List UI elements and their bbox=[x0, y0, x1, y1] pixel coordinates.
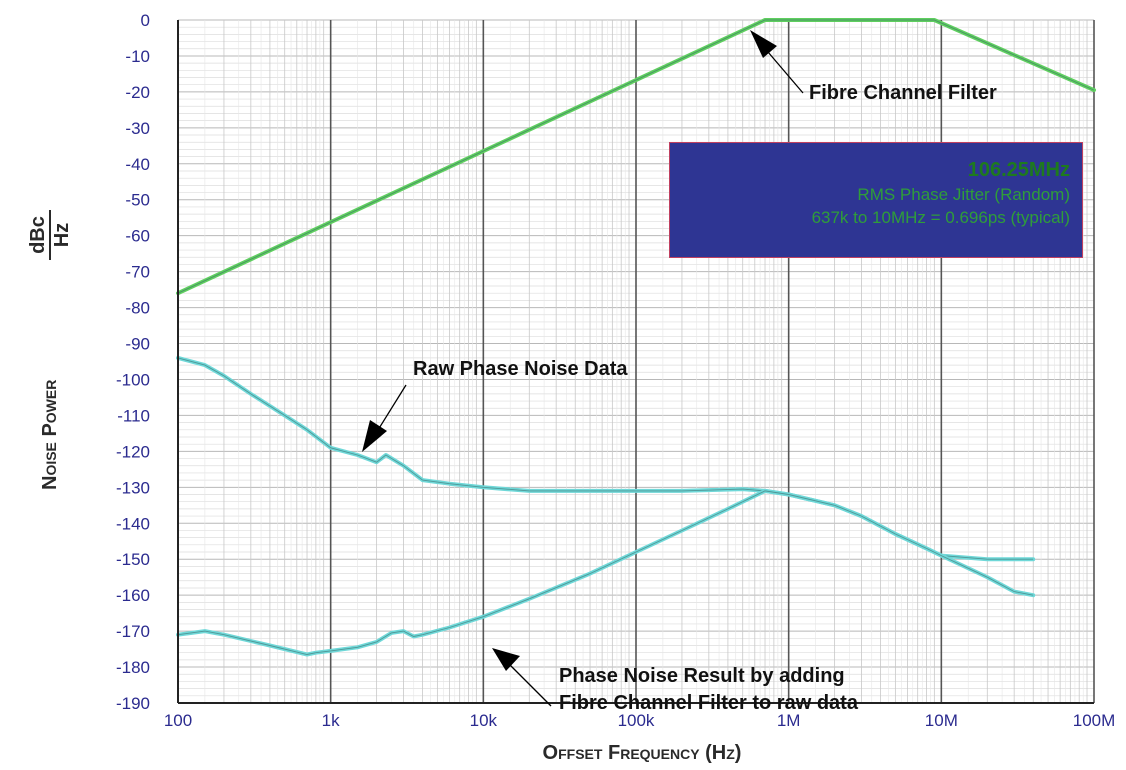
result-arrow-head bbox=[492, 648, 520, 671]
y-tick-label: -90 bbox=[125, 335, 150, 354]
fibre-filter-arrow-head bbox=[750, 30, 777, 58]
annotation-raw-noise: Raw Phase Noise Data bbox=[362, 358, 628, 452]
y-tick-label: -170 bbox=[116, 622, 150, 641]
y-tick-label: -80 bbox=[125, 299, 150, 318]
y-axis-title: Noise Power dBc Hz bbox=[27, 210, 73, 490]
y-axis-unit-denominator: Hz bbox=[51, 223, 73, 247]
x-axis-title: Offset Frequency (Hz) bbox=[543, 742, 742, 764]
info-jitter-value: 637k to 10MHz = 0.696ps (typical) bbox=[811, 208, 1070, 227]
y-tick-label: -10 bbox=[125, 47, 150, 66]
y-tick-label: -20 bbox=[125, 83, 150, 102]
series-line-core-2 bbox=[177, 490, 1034, 655]
series-line-core-0 bbox=[177, 19, 1095, 294]
y-tick-label: -30 bbox=[125, 119, 150, 138]
y-tick-label: -140 bbox=[116, 514, 150, 533]
y-tick-label: -110 bbox=[117, 406, 150, 425]
x-tick-label: 1k bbox=[322, 711, 340, 730]
y-tick-label: -60 bbox=[125, 227, 150, 246]
result-label-line1: Phase Noise Result by adding bbox=[559, 665, 845, 687]
info-frequency: 106.25MHz bbox=[967, 159, 1070, 181]
annotation-fibre-filter: Fibre Channel Filter bbox=[750, 30, 997, 104]
x-tick-label: 100M bbox=[1073, 711, 1116, 730]
raw-noise-arrow-line bbox=[377, 384, 407, 431]
annotation-result: Phase Noise Result by adding Fibre Chann… bbox=[492, 648, 859, 714]
plot-frame bbox=[177, 20, 1094, 704]
y-tick-label: 0 bbox=[141, 11, 150, 30]
chart-grid bbox=[177, 19, 1095, 704]
y-tick-label: -40 bbox=[125, 155, 150, 174]
y-tick-label: -120 bbox=[116, 442, 150, 461]
y-tick-label: -160 bbox=[116, 586, 150, 605]
y-tick-label: -150 bbox=[116, 550, 150, 569]
x-tick-labels: 100 1k 10k 100k 1M 10M 100M bbox=[164, 711, 1115, 730]
fibre-filter-label: Fibre Channel Filter bbox=[809, 82, 997, 104]
result-label-line2: Fibre Channel Filter to raw data bbox=[559, 692, 859, 714]
y-tick-label: -100 bbox=[116, 370, 150, 389]
x-tick-label: 10M bbox=[925, 711, 958, 730]
y-tick-labels: 0 -10 -20 -30 -40 -50 -60 -70 -80 -90 -100 -110 -120… bbox=[116, 11, 150, 713]
info-jitter-title: RMS Phase Jitter (Random) bbox=[857, 185, 1070, 204]
jitter-info-box: 106.25MHz RMS Phase Jitter (Random) 637k… bbox=[669, 142, 1083, 258]
y-tick-label: -50 bbox=[125, 191, 150, 210]
x-tick-label: 1M bbox=[777, 711, 801, 730]
x-tick-label: 10k bbox=[470, 711, 498, 730]
y-axis-unit-numerator: dBc bbox=[27, 216, 49, 254]
y-tick-label: -130 bbox=[116, 478, 150, 497]
y-axis-main-label: Noise Power bbox=[39, 380, 61, 490]
x-tick-label: 100 bbox=[164, 711, 192, 730]
fibre-filter-arrow-line bbox=[767, 51, 804, 94]
result-arrow-line bbox=[509, 664, 552, 707]
x-tick-label: 100k bbox=[618, 711, 655, 730]
chart-curves bbox=[176, 18, 1096, 657]
raw-noise-label: Raw Phase Noise Data bbox=[413, 358, 628, 380]
y-tick-label: -190 bbox=[116, 694, 150, 713]
y-tick-label: -70 bbox=[125, 263, 150, 282]
y-tick-label: -180 bbox=[116, 658, 150, 677]
raw-noise-arrow-head bbox=[362, 420, 387, 452]
